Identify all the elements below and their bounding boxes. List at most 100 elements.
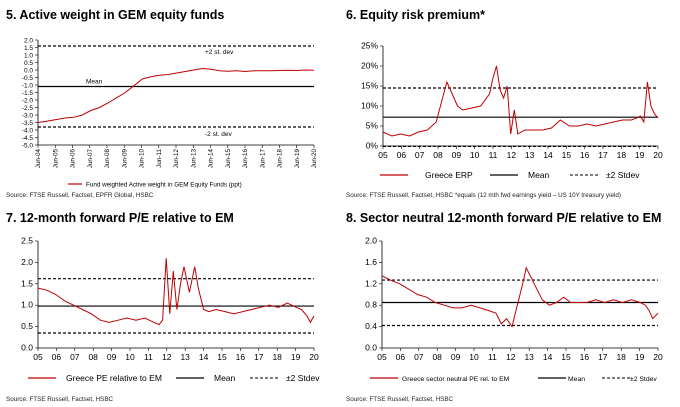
- y-tick-label: -0.5: [22, 75, 34, 82]
- panel-active-weight: 5. Active weight in GEM equity funds 2.0…: [0, 0, 340, 203]
- x-tick-label: 07: [415, 150, 425, 160]
- x-tick-label: Jun-08: [104, 149, 111, 169]
- x-tick-label: 12: [507, 150, 517, 160]
- y-tick-label: -1.0: [22, 83, 34, 90]
- panel-equity-risk-premium: 6. Equity risk premium* 25% 20% 15% 10% 5% 0%…: [340, 0, 680, 203]
- x-tick-label: Jun-05: [52, 149, 59, 169]
- y-tick-label: 10%: [361, 101, 378, 111]
- y-tick-label: 0.0: [24, 68, 33, 75]
- x-tick-label: 15: [217, 352, 227, 362]
- legend-label: ±2 Stdev: [606, 170, 640, 180]
- legend-label: Mean: [528, 170, 550, 180]
- x-tick-label: 19: [635, 352, 645, 362]
- y-tick-label: 5%: [366, 121, 379, 131]
- chart-title: 7. 12-month forward P/E relative to EM: [6, 211, 234, 225]
- y-tick-label: 0.0: [21, 343, 33, 353]
- x-tick-label: 19: [291, 352, 301, 362]
- y-tick-label: 0.5: [24, 60, 33, 67]
- x-tick-label: 06: [396, 352, 406, 362]
- x-tick-label: 05: [377, 352, 387, 362]
- x-tick-label: Jun-15: [225, 149, 232, 169]
- chart-source: Source: FTSE Russell, Factset, EPFR Glob…: [6, 192, 154, 199]
- x-tick-label: 17: [254, 352, 264, 362]
- x-tick-label: 15: [562, 150, 572, 160]
- y-tick-label: -3.0: [22, 113, 34, 120]
- x-tick-label: 18: [617, 150, 627, 160]
- x-tick-label: 11: [489, 150, 498, 160]
- y-tick-label: 1.6: [365, 257, 377, 267]
- x-tick-label: 12: [162, 352, 172, 362]
- y-tick-label: -4.5: [22, 135, 34, 142]
- x-tick-label: Jun-13: [190, 149, 197, 169]
- y-tick-label: -5.0: [22, 143, 34, 150]
- legend-label: Mean: [214, 373, 236, 383]
- x-tick-label: Jun-11: [156, 149, 163, 168]
- y-tick-label: 1.5: [21, 278, 33, 288]
- y-tick-label: -3.5: [22, 120, 34, 127]
- reference-label: -2 st. dev: [205, 131, 232, 138]
- x-tick-label: Jun-16: [242, 149, 249, 169]
- x-tick-label: 18: [616, 352, 626, 362]
- x-tick-label: Jun-04: [35, 149, 42, 169]
- y-tick-label: 1.5: [24, 45, 33, 52]
- chart-title: 8. Sector neutral 12-month forward P/E r…: [346, 211, 662, 225]
- x-tick-label: 20: [309, 352, 319, 362]
- y-tick-label: 2.5: [21, 236, 33, 246]
- x-tick-label: 10: [470, 150, 480, 160]
- x-tick-label: 14: [543, 352, 553, 362]
- panel-forward-pe: 7. 12-month forward P/E relative to EM 2…: [0, 203, 340, 406]
- reference-label: Mean: [86, 79, 103, 86]
- x-tick-label: 07: [70, 352, 80, 362]
- x-tick-label: 14: [543, 150, 553, 160]
- x-tick-label: 10: [469, 352, 479, 362]
- legend-label: Greece PE relative to EM: [66, 373, 162, 383]
- y-tick-label: 0.4: [365, 321, 377, 331]
- x-tick-label: Jun-19: [294, 149, 301, 169]
- x-tick-label: Jun-14: [208, 149, 215, 169]
- y-tick-label: 1.0: [21, 300, 33, 310]
- chart-title: 5. Active weight in GEM equity funds: [6, 8, 225, 22]
- y-tick-label: 2.0: [21, 257, 33, 267]
- y-tick-label: 0%: [366, 141, 379, 151]
- y-tick-label: -2.5: [22, 105, 34, 112]
- x-tick-label: Jun-12: [173, 149, 180, 169]
- y-tick-label: 25%: [361, 41, 378, 51]
- x-tick-label: Jun-07: [87, 149, 94, 169]
- x-tick-label: 20: [653, 150, 663, 160]
- chart-active-weight: 2.01.51.00.50.0-0.5-1.0-1.5-2.0-2.5-3.0-…: [22, 38, 318, 189]
- x-tick-label: 18: [272, 352, 282, 362]
- reference-label: +2 st. dev: [205, 49, 234, 56]
- x-tick-label: 08: [88, 352, 98, 362]
- y-tick-label: 0.5: [21, 321, 33, 331]
- x-tick-label: 06: [52, 352, 62, 362]
- x-tick-label: 20: [653, 352, 663, 362]
- chart-forward-pe: 2.5 2.0 1.5 1.0 0.5 0.005 06 07 08 09 10 11 12 13 14 15…: [21, 236, 320, 384]
- y-tick-label: 20%: [361, 61, 378, 71]
- legend-label: Greece ERP: [425, 170, 473, 180]
- x-tick-label: 05: [378, 150, 388, 160]
- x-tick-label: 13: [180, 352, 190, 362]
- chart-source: Source: FTSE Russell, Factset, HSBC: [6, 396, 114, 403]
- x-tick-label: 08: [433, 150, 443, 160]
- legend-label: ±2 Stdev: [286, 373, 320, 383]
- y-tick-label: 0.8: [365, 300, 377, 310]
- x-tick-label: 17: [598, 352, 608, 362]
- x-tick-label: Jun-18: [277, 149, 284, 169]
- x-tick-label: 16: [236, 352, 246, 362]
- y-tick-label: 1.0: [24, 53, 33, 60]
- y-tick-label: -2.0: [22, 98, 34, 105]
- x-tick-label: 09: [107, 352, 117, 362]
- chart-source: Source: FTSE Russell, Factset, HSBC: [346, 396, 454, 403]
- y-tick-label: 2.0: [365, 236, 377, 246]
- series-line: [381, 266, 659, 328]
- x-tick-label: Jun-20: [311, 149, 318, 169]
- x-tick-label: 11: [488, 352, 497, 362]
- series-line: [37, 67, 315, 123]
- x-tick-label: 07: [414, 352, 424, 362]
- legend-label: Mean: [568, 376, 585, 383]
- legend-label: ±2 Stdev: [630, 376, 657, 383]
- series-line: [382, 65, 659, 137]
- y-tick-label: 0.0: [365, 343, 377, 353]
- y-tick-label: -4.0: [22, 128, 34, 135]
- x-tick-label: 10: [125, 352, 135, 362]
